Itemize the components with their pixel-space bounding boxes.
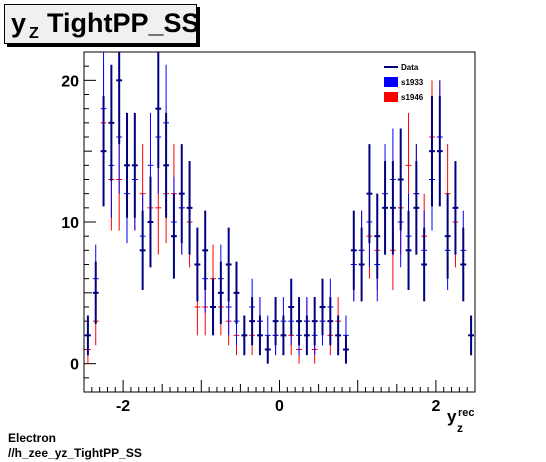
chart-title-rest: TightPP_SS xyxy=(47,8,200,38)
y-tick-label: 20 xyxy=(61,73,79,90)
x-axis-label-sup: rec xyxy=(458,407,475,419)
footer-line-2: //h_zee_yz_TightPP_SS xyxy=(8,446,142,460)
y-tick-label: 0 xyxy=(70,357,79,374)
legend: Data s1933 s1946 xyxy=(384,63,424,102)
chart-title-box: y Z TightPP_SS xyxy=(4,4,200,44)
y-tick-label: 10 xyxy=(61,215,79,232)
legend-label: s1933 xyxy=(401,78,424,87)
axis-ticks xyxy=(83,51,476,393)
x-axis-label-sub: z xyxy=(457,421,463,435)
x-tick-label: -2 xyxy=(116,398,130,415)
x-axis-label-main: y xyxy=(447,407,457,426)
x-tick-label: 0 xyxy=(275,398,284,415)
legend-swatch-box xyxy=(384,92,398,102)
x-tick-label: 2 xyxy=(431,398,440,415)
chart-title-subscript: Z xyxy=(29,25,39,42)
data-marks xyxy=(85,52,474,364)
footer-line-1: Electron xyxy=(8,431,57,445)
legend-swatch-box xyxy=(384,77,398,87)
legend-label: s1946 xyxy=(401,93,424,102)
chart-title-main: y xyxy=(11,8,27,38)
legend-label: Data xyxy=(401,63,419,72)
